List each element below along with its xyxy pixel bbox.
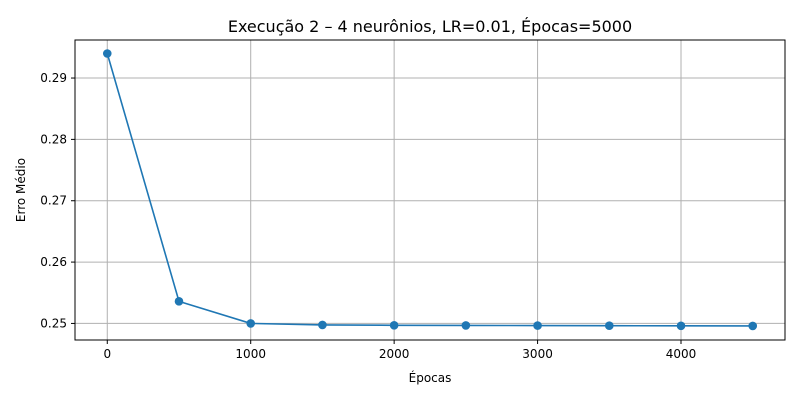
data-point — [174, 297, 184, 306]
x-tick-label: 3000 — [522, 347, 553, 361]
x-tick-label: 2000 — [379, 347, 410, 361]
y-axis-label: Erro Médio — [14, 158, 28, 222]
plot-frame — [74, 39, 786, 341]
y-tick-label: 0.27 — [40, 194, 67, 208]
y-tick-label: 0.28 — [40, 132, 67, 146]
series-layer — [102, 49, 758, 331]
data-point — [389, 320, 399, 330]
data-point — [102, 49, 112, 58]
chart-title: Execução 2 – 4 neurônios, LR=0.01, Época… — [228, 17, 632, 36]
data-point — [246, 319, 256, 328]
data-point — [748, 321, 758, 331]
y-tick-label: 0.29 — [40, 71, 67, 85]
axis-ticks: 0 1000 2000 3000 4000 0.25 0.26 0.27 0.28 0.29 — [40, 71, 696, 361]
grid — [75, 40, 785, 340]
data-point — [676, 321, 686, 331]
series-line — [106, 53, 753, 327]
x-axis-label: Épocas — [409, 370, 452, 385]
x-tick-label: 4000 — [666, 347, 697, 361]
x-tick-label: 0 — [103, 347, 111, 361]
x-tick-label: 1000 — [235, 347, 266, 361]
data-point — [533, 321, 542, 330]
data-point — [461, 321, 471, 330]
data-point — [318, 320, 327, 330]
y-tick-label: 0.26 — [40, 255, 67, 269]
y-tick-label: 0.25 — [40, 316, 67, 330]
data-point — [604, 321, 614, 331]
